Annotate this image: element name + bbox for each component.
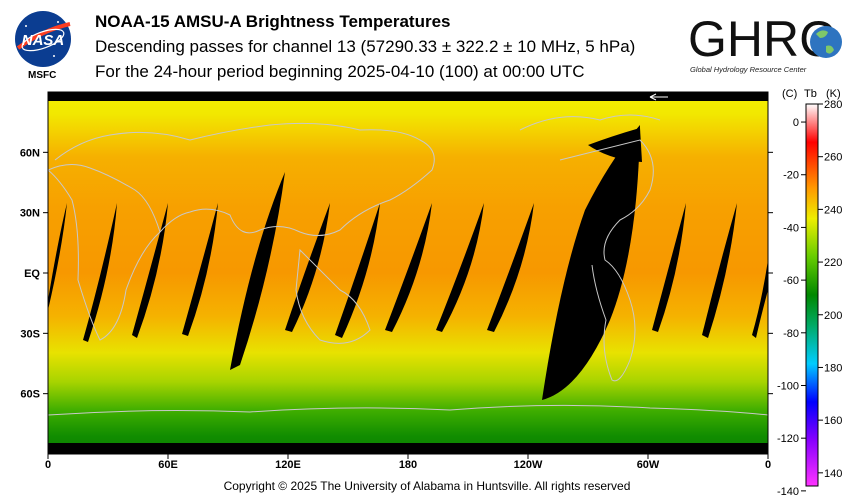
orbit-gap: [436, 203, 484, 332]
orbit-gap: [588, 128, 642, 162]
orbit-gap: [487, 203, 534, 332]
orbit-gap: [182, 203, 218, 336]
orbit-gap: [230, 172, 285, 370]
longitude-label: 0: [765, 459, 771, 471]
latitude-label: 30S: [20, 328, 40, 340]
colorbar-c-label: -20: [783, 170, 799, 182]
orbit-gap: [652, 203, 686, 332]
nasa-logo: NASA: [15, 11, 71, 67]
colorbar-k-label: 140: [824, 468, 842, 480]
colorbar-k-label: 160: [824, 415, 842, 427]
latitude-label: 30N: [20, 208, 40, 220]
colorbar-c-label: -100: [777, 380, 799, 392]
colorbar-c-label: 0: [793, 117, 799, 129]
nasa-logo-text: NASA: [22, 32, 65, 49]
orbit-gap: [132, 203, 168, 338]
orbit-gap: [702, 203, 737, 338]
latitude-label: EQ: [24, 268, 40, 280]
longitude-label: 120E: [275, 459, 301, 471]
ghrc-logo: GHRC Global Hydrology Resource Center: [688, 11, 842, 74]
orbit-direction-arrow: [649, 93, 668, 101]
colorbar-k-label: 220: [824, 257, 842, 269]
colorbar-unit-tb: Tb: [804, 88, 817, 100]
colorbar-k-label: 180: [824, 362, 842, 374]
longitude-label: 60E: [158, 459, 178, 471]
latitude-label: 60S: [20, 389, 40, 401]
copyright-footer: Copyright © 2025 The University of Alaba…: [223, 479, 631, 493]
orbit-gap: [83, 203, 117, 342]
chart-subtitle-channel: Descending passes for channel 13 (57290.…: [95, 37, 636, 56]
orbit-gap: [542, 125, 640, 400]
ghrc-logo-subtitle: Global Hydrology Resource Center: [690, 65, 807, 74]
polar-no-data-north: [48, 92, 768, 101]
orbit-gap: [48, 203, 67, 310]
polar-no-data-south: [48, 443, 768, 454]
longitude-labels: 0 60E 120E 180 120W 60W 0: [45, 454, 771, 471]
colorbar-unit-celsius: (C): [782, 88, 797, 100]
msfc-label: MSFC: [28, 70, 57, 81]
latitude-label: 60N: [20, 147, 40, 159]
colorbar-c-label: -80: [783, 328, 799, 340]
chart-subtitle-period: For the 24-hour period beginning 2025-04…: [95, 62, 585, 81]
colorbar-ticks: 280 260 240 220 200 180 160 140 0 -20 -40 -60 -80 -10…: [777, 99, 842, 498]
longitude-label: 60W: [637, 459, 660, 471]
longitude-label: 180: [399, 459, 417, 471]
colorbar-c-label: -40: [783, 222, 799, 234]
colorbar-k-label: 200: [824, 310, 842, 322]
orbit-gap: [335, 203, 380, 338]
colorbar-k-label: 260: [824, 152, 842, 164]
orbit-gap: [752, 260, 768, 338]
latitude-labels: 60N 30N EQ 30S 60S: [20, 147, 773, 401]
colorbar-k-label: 240: [824, 204, 842, 216]
colorbar-k-label: 280: [824, 99, 842, 111]
longitude-label: 120W: [514, 459, 543, 471]
colorbar-c-label: -140: [777, 486, 799, 498]
longitude-label: 0: [45, 459, 51, 471]
coastlines: [48, 114, 768, 416]
orbit-gap: [385, 203, 432, 332]
chart-title: NOAA-15 AMSU-A Brightness Temperatures: [95, 12, 451, 31]
colorbar-c-label: -60: [783, 275, 799, 287]
colorbar: [805, 103, 819, 487]
colorbar-c-label: -120: [777, 433, 799, 445]
colorbar-unit-kelvin: (K): [826, 88, 841, 100]
